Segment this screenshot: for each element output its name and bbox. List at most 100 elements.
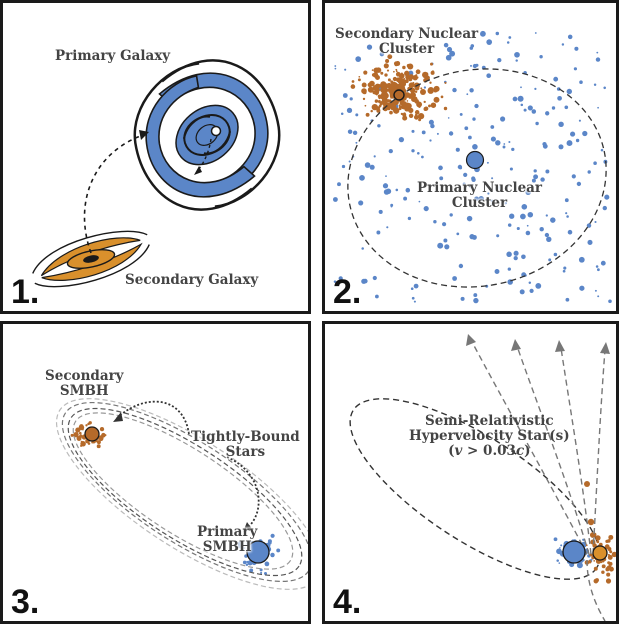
star-dot	[438, 165, 443, 171]
star-dot	[542, 141, 547, 147]
star-dot	[423, 107, 428, 111]
star-dot	[491, 177, 494, 180]
star-dot	[358, 200, 364, 206]
star-dot	[408, 113, 414, 119]
star-dot	[400, 72, 403, 75]
star-dot	[104, 434, 107, 437]
star-dot	[520, 103, 524, 107]
star-dot	[490, 199, 494, 203]
star-dot	[595, 578, 599, 583]
star-dot	[475, 63, 479, 67]
star-dot	[348, 160, 351, 163]
star-dot	[595, 535, 601, 541]
star-dot	[362, 97, 366, 101]
star-dot	[406, 100, 409, 102]
star-dot	[416, 101, 423, 108]
star-dot	[415, 69, 421, 75]
star-dot	[473, 297, 479, 304]
star-dot	[431, 70, 435, 74]
star-dot	[596, 540, 600, 544]
star-dot	[334, 67, 337, 70]
star-dot	[428, 119, 434, 125]
star-dot	[73, 431, 79, 438]
star-dot	[342, 93, 348, 98]
star-dot	[390, 80, 394, 84]
panel-number: 4.	[333, 583, 362, 621]
star-dot	[386, 32, 391, 38]
star-dot	[500, 116, 506, 122]
star-dot	[393, 61, 399, 66]
star-dot	[392, 100, 398, 106]
star-dot	[559, 547, 561, 549]
star-dot	[338, 276, 343, 281]
star-dot	[528, 281, 532, 285]
star-dot	[410, 287, 414, 291]
star-dot	[560, 544, 563, 547]
star-dot	[457, 164, 463, 170]
star-dot	[402, 115, 408, 121]
star-dot	[578, 119, 581, 122]
star-dot	[386, 69, 390, 72]
star-dot	[452, 276, 457, 281]
star-dot	[377, 99, 381, 104]
star-dot	[578, 256, 585, 263]
star-dot	[416, 151, 420, 155]
star-dot	[593, 83, 597, 87]
star-dot	[490, 125, 495, 129]
star-dot	[595, 57, 601, 62]
star-dot	[411, 149, 415, 153]
star-dot	[414, 90, 418, 94]
star-dot	[371, 73, 376, 77]
star-dot	[494, 269, 500, 274]
star-dot	[374, 86, 377, 90]
star-dot	[563, 266, 567, 270]
secondary-galaxy-label: Secondary Galaxy	[125, 272, 259, 288]
star-dot	[533, 174, 539, 180]
star-dot	[78, 431, 82, 435]
star-dot	[593, 161, 597, 165]
star-dot	[471, 176, 476, 181]
secondary-nuclear-cluster-label: Secondary Nuclear Cluster	[335, 26, 479, 57]
star-dot	[367, 86, 374, 93]
star-dot	[371, 103, 378, 111]
star-dot	[427, 87, 434, 94]
star-dot	[498, 185, 503, 190]
star-dot	[444, 81, 447, 84]
star-dot	[99, 426, 105, 432]
star-dot	[242, 560, 247, 565]
star-dot	[359, 175, 365, 181]
star-dot	[508, 140, 511, 144]
star-dot	[470, 64, 472, 67]
star-dot	[385, 188, 392, 195]
star-dot	[595, 265, 599, 268]
star-dot	[334, 65, 337, 67]
star-dot	[601, 564, 606, 569]
star-dot	[403, 196, 408, 201]
star-dot	[85, 424, 88, 427]
star-dot	[398, 82, 404, 87]
star-dot	[593, 560, 596, 562]
star-dot	[371, 69, 374, 71]
star-dot	[544, 232, 550, 238]
star-dot	[602, 560, 605, 563]
star-dot	[413, 114, 419, 120]
star-dot	[534, 87, 537, 91]
star-dot	[367, 82, 373, 88]
star-dot	[566, 215, 569, 218]
star-dot	[594, 544, 597, 547]
star-dot	[400, 112, 404, 116]
merger-trajectory-arrow	[83, 134, 144, 254]
star-dot	[270, 533, 275, 538]
star-dot	[408, 74, 414, 80]
secondary-smbh	[84, 426, 100, 442]
star-dot	[523, 108, 527, 112]
star-dot	[386, 226, 389, 229]
star-dot	[540, 177, 545, 182]
star-dot	[550, 217, 556, 223]
star-dot	[479, 30, 486, 37]
star-dot	[444, 244, 450, 250]
star-dot	[377, 106, 381, 110]
star-dot	[456, 232, 460, 236]
secondary-orbit-path	[347, 68, 607, 288]
star-dot	[333, 280, 337, 283]
